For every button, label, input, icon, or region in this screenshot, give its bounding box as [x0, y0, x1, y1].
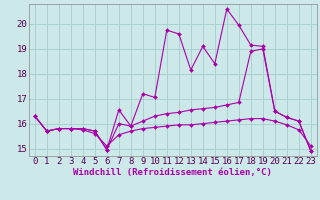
X-axis label: Windchill (Refroidissement éolien,°C): Windchill (Refroidissement éolien,°C)	[73, 168, 272, 177]
